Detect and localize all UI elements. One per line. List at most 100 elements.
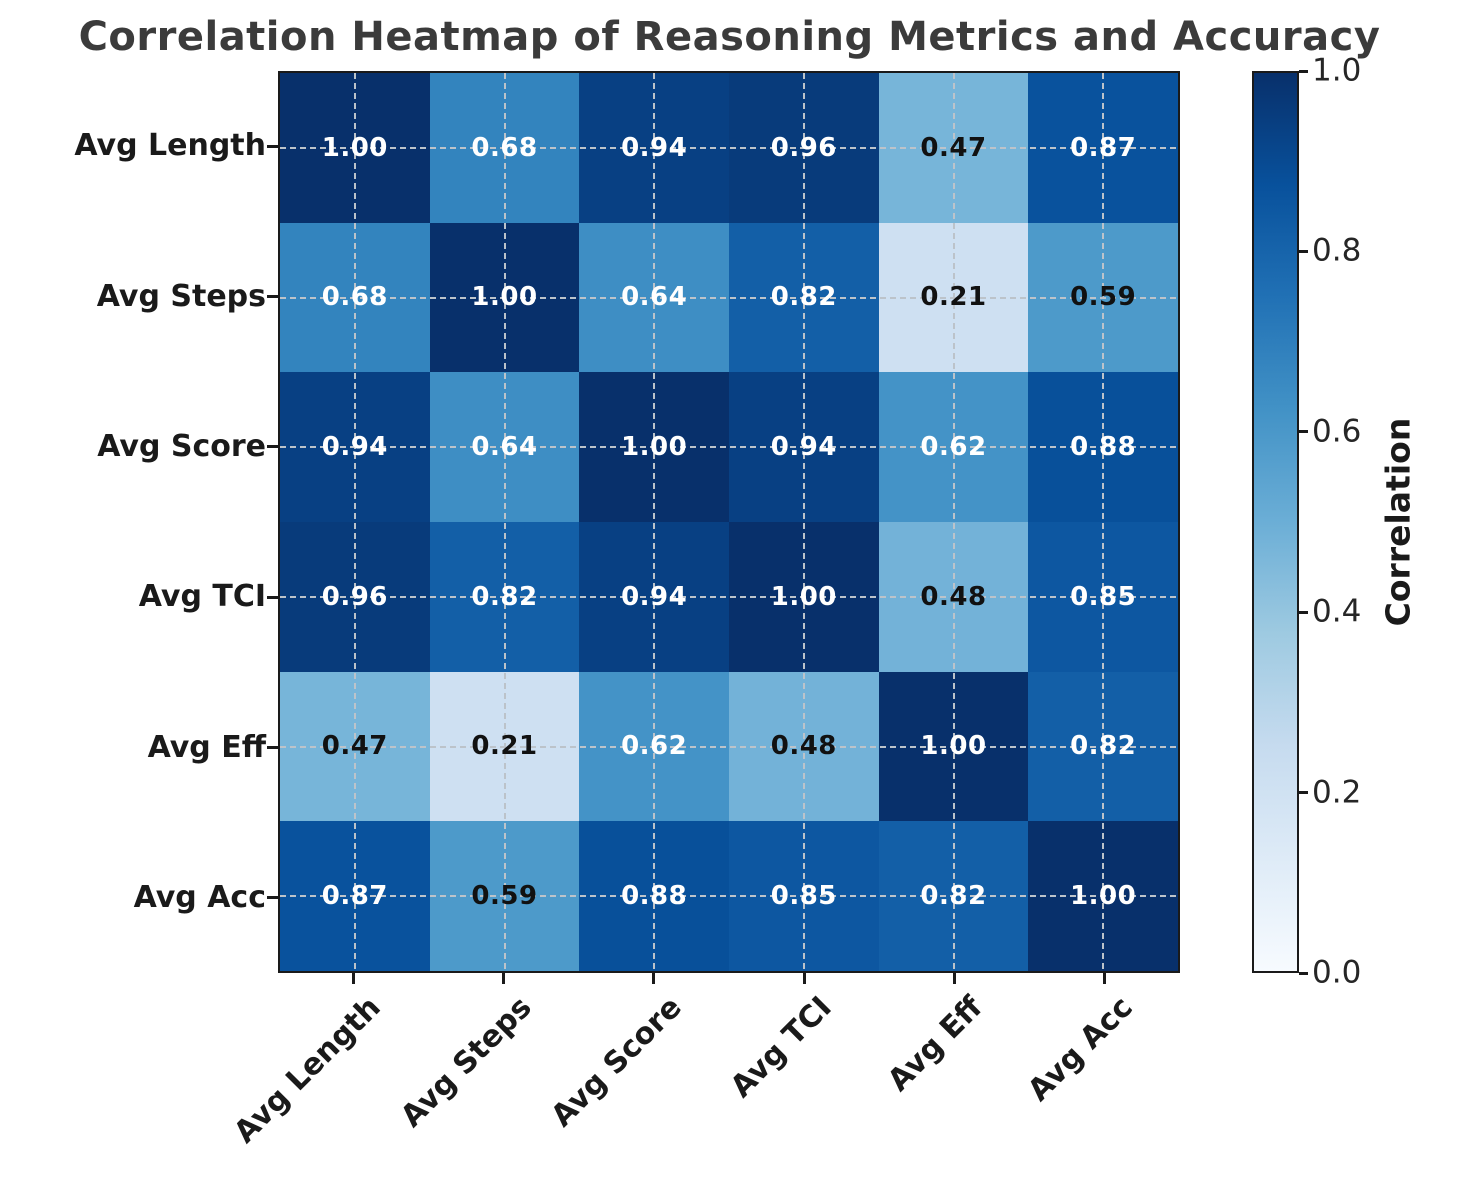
x-axis-label: Avg Score: [544, 989, 689, 1134]
cell-value: 0.47: [920, 132, 987, 163]
heatmap-cell: 0.59: [429, 821, 580, 971]
cell-value: 0.48: [920, 581, 987, 612]
x-axis-label: Avg Eff: [880, 989, 990, 1099]
heatmap-cell: 0.94: [579, 73, 729, 223]
heatmap-cell: 1.00: [1028, 821, 1178, 971]
cell-value: 0.87: [321, 881, 388, 912]
y-axis-label: Avg Acc: [133, 879, 266, 915]
x-axis-label: Avg Steps: [393, 989, 539, 1135]
cell-value: 0.82: [770, 282, 837, 313]
cell-value: 0.59: [471, 881, 538, 912]
cell-value: 0.94: [621, 581, 688, 612]
cell-value: 0.64: [471, 432, 538, 463]
x-axis-tick: [802, 973, 806, 984]
cell-value: 0.96: [770, 132, 837, 163]
heatmap-cell: 0.21: [878, 222, 1029, 373]
y-axis-tick: [267, 896, 278, 900]
colorbar-label: Correlation: [1378, 417, 1418, 627]
colorbar-tick: [1299, 971, 1308, 975]
colorbar: [1252, 71, 1299, 973]
y-axis-tick: [267, 445, 278, 449]
heatmap-cell: 0.59: [1028, 222, 1178, 373]
x-axis-tick: [502, 973, 505, 984]
cell-value: 0.62: [920, 432, 987, 463]
y-axis-tick: [267, 144, 278, 148]
cell-value: 0.59: [1070, 282, 1137, 313]
heatmap-cell: 0.82: [429, 522, 580, 672]
x-axis-tick: [1103, 973, 1107, 984]
cell-value: 0.94: [621, 132, 688, 163]
heatmap-cell: 0.87: [1028, 73, 1178, 223]
heatmap-cell: 0.62: [878, 372, 1029, 522]
y-axis-label: Avg Steps: [96, 278, 266, 314]
cell-value: 0.88: [1070, 432, 1137, 463]
heatmap-cell: 0.68: [429, 73, 580, 223]
heatmap-cell: 0.96: [729, 73, 879, 223]
cell-value: 0.68: [321, 282, 388, 313]
cell-value: 1.00: [1070, 881, 1137, 912]
cell-value: 0.85: [1070, 581, 1137, 612]
heatmap-cell: 0.47: [878, 73, 1029, 223]
y-axis-tick: [267, 746, 278, 749]
heatmap-cell: 0.64: [579, 222, 729, 373]
colorbar-tick-label: 0.2: [1312, 774, 1362, 811]
cell-value: 0.82: [920, 881, 987, 912]
colorbar-tick: [1299, 791, 1308, 795]
heatmap-cell: 0.62: [579, 671, 729, 822]
colorbar-tick-label: 0.0: [1312, 954, 1362, 991]
colorbar-tick: [1299, 69, 1308, 73]
cell-value: 0.94: [321, 432, 388, 463]
heatmap-cell: 0.68: [280, 222, 430, 373]
heatmap-cell: 0.47: [280, 671, 430, 822]
heatmap-cell: 0.96: [280, 522, 430, 672]
heatmap-cell: 1.00: [878, 671, 1029, 822]
y-axis-label: Avg TCI: [138, 579, 266, 615]
x-axis-tick: [652, 973, 656, 984]
cell-value: 0.94: [770, 432, 837, 463]
colorbar-tick: [1299, 249, 1308, 253]
x-axis-label: Avg Length: [227, 989, 388, 1151]
cell-value: 0.96: [321, 581, 388, 612]
cell-value: 0.48: [770, 731, 837, 762]
heatmap-cell: 0.48: [878, 522, 1029, 672]
heatmap-cell: 0.82: [878, 821, 1029, 971]
cell-value: 1.00: [770, 581, 837, 612]
cell-value: 0.21: [920, 282, 987, 313]
cell-value: 0.88: [621, 881, 688, 912]
cell-value: 0.87: [1070, 132, 1137, 163]
colorbar-tick-label: 0.4: [1312, 593, 1362, 630]
chart-title: Correlation Heatmap of Reasoning Metrics…: [78, 14, 1381, 60]
y-axis-tick: [267, 295, 278, 298]
y-axis-label: Avg Score: [97, 428, 266, 464]
heatmap-cell: 1.00: [729, 522, 879, 672]
colorbar-tick-label: 0.6: [1312, 413, 1362, 450]
colorbar-tick: [1299, 610, 1308, 614]
heatmap-cell: 0.94: [579, 522, 729, 672]
x-axis-tick: [953, 973, 956, 984]
x-axis-label: Avg Acc: [1021, 989, 1140, 1109]
cell-value: 0.62: [621, 731, 688, 762]
colorbar-tick: [1299, 430, 1308, 434]
cell-value: 0.64: [621, 282, 688, 313]
heatmap-cell: 0.21: [429, 671, 580, 822]
cell-value: 0.68: [471, 132, 538, 163]
x-axis-label: Avg TCI: [724, 989, 839, 1105]
heatmap-cell: 0.88: [1028, 372, 1178, 522]
cell-value: 0.82: [471, 581, 538, 612]
colorbar-tick-label: 1.0: [1312, 52, 1362, 89]
y-axis-tick: [267, 595, 278, 599]
cell-value: 1.00: [471, 282, 538, 313]
x-axis-tick: [351, 973, 355, 984]
heatmap-cell: 1.00: [429, 222, 580, 373]
heatmap-cell: 1.00: [280, 73, 430, 223]
heatmap-grid: 1.00 0.68 0.94 0.96 0.47 0.87 0.68 1.00 0.64 0.82…: [278, 71, 1180, 973]
cell-value: 1.00: [920, 731, 987, 762]
heatmap-cell: 0.48: [729, 671, 879, 822]
y-axis-label: Avg Eff: [147, 729, 266, 765]
cell-value: 1.00: [621, 432, 688, 463]
y-axis-label: Avg Length: [74, 128, 266, 164]
heatmap-cell: 0.88: [579, 821, 729, 971]
heatmap-cell: 0.94: [729, 372, 879, 522]
cell-value: 1.00: [321, 132, 388, 163]
heatmap-cell: 0.94: [280, 372, 430, 522]
